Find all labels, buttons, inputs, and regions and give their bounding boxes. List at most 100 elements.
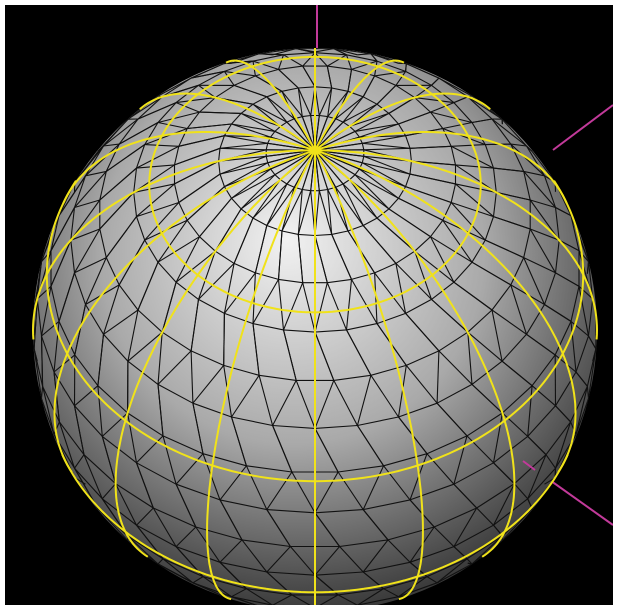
mesh-edge <box>258 375 274 426</box>
mesh-edge <box>103 333 129 362</box>
mesh-edge <box>436 350 440 404</box>
mesh-edge <box>333 48 371 55</box>
mesh-edge <box>570 286 580 322</box>
mesh-edge <box>453 524 494 548</box>
mesh-edge <box>414 97 454 104</box>
mesh-edge <box>339 539 389 548</box>
mesh-edge <box>97 334 105 386</box>
mesh-edge <box>314 428 339 473</box>
mesh-edge <box>370 374 399 418</box>
mesh-edge <box>362 135 406 144</box>
mesh-edge <box>199 236 216 252</box>
mesh-edge <box>302 52 316 67</box>
mesh-edge <box>240 174 276 210</box>
mesh-edge <box>491 309 527 335</box>
mesh-edge <box>405 63 407 72</box>
mesh-edge <box>99 167 137 201</box>
mesh-edge <box>223 263 235 314</box>
mesh-edge <box>351 68 375 77</box>
mesh-edge <box>175 483 221 501</box>
mesh-edge <box>105 143 120 172</box>
mesh-edge <box>492 168 497 193</box>
mesh-edge <box>215 250 235 264</box>
mesh-edge <box>318 190 333 235</box>
mesh-edge <box>281 189 303 232</box>
mesh-edge <box>252 103 288 123</box>
mesh-edge <box>101 483 117 500</box>
mesh-edge <box>395 250 415 264</box>
mesh-edge <box>342 183 364 226</box>
mesh-edge <box>74 405 103 437</box>
mesh-edge <box>453 462 494 485</box>
mesh-edge <box>453 261 473 283</box>
mesh-edge <box>383 453 428 467</box>
mesh-edge <box>513 483 529 500</box>
mesh-edge <box>85 145 104 177</box>
mesh-edge <box>388 208 431 238</box>
mesh-edge <box>374 75 397 86</box>
meridian-line <box>139 92 516 558</box>
mesh-edge <box>438 350 473 385</box>
mesh-edge <box>58 321 76 356</box>
mesh-edge <box>335 186 364 226</box>
mesh-edge <box>240 112 281 127</box>
mesh-edge <box>467 331 503 362</box>
mesh-edge <box>523 257 556 274</box>
mesh-edge <box>136 201 179 218</box>
mesh-edge <box>157 219 188 263</box>
mesh-edge <box>219 135 225 149</box>
meridian-line <box>62 131 577 473</box>
mesh-edge <box>356 375 372 426</box>
mesh-edge <box>337 594 358 605</box>
mesh-edge <box>555 405 572 423</box>
mesh-edge <box>314 471 339 514</box>
mesh-edge <box>252 96 268 105</box>
mesh-edge <box>103 118 139 147</box>
mesh-edge <box>259 48 297 55</box>
mesh-edge <box>359 123 399 138</box>
mesh-edge <box>578 285 594 300</box>
mesh-edge <box>442 219 473 263</box>
mesh-edge <box>414 97 431 113</box>
mesh-edge <box>175 453 204 485</box>
mesh-edge <box>218 161 221 175</box>
mesh-edge <box>70 199 101 241</box>
mesh-edge <box>361 156 365 163</box>
mesh-edge <box>186 186 225 221</box>
mesh-edge <box>327 65 352 70</box>
mesh-edge <box>192 582 232 598</box>
mesh-edge <box>40 335 55 373</box>
mesh-edge <box>187 123 232 130</box>
mesh-edge <box>395 263 407 314</box>
mesh-edge <box>467 96 493 120</box>
mesh-edge <box>174 160 219 185</box>
mesh-edge <box>354 131 360 138</box>
mesh-edge <box>338 465 384 473</box>
mesh-edge <box>176 97 216 104</box>
mesh-edge <box>526 304 545 335</box>
mesh-edge <box>471 261 512 286</box>
mesh-edge <box>575 371 588 387</box>
mesh-edge <box>178 135 225 147</box>
mesh-edge <box>197 251 216 300</box>
mesh-edge <box>161 331 192 352</box>
mesh-edge <box>198 84 216 99</box>
mesh-edge <box>266 224 283 232</box>
mesh-edge <box>570 421 577 435</box>
mesh-edge <box>266 96 295 120</box>
mesh-edge <box>283 54 303 67</box>
mesh-edge <box>175 102 200 113</box>
mesh-edge <box>362 162 406 188</box>
mesh-edge <box>333 48 347 56</box>
mesh-edge <box>471 383 503 414</box>
mesh-edge <box>337 471 364 510</box>
mesh-edge <box>99 228 107 258</box>
mesh-edge <box>431 77 440 86</box>
mesh-edge <box>370 364 407 376</box>
mesh-edge <box>430 236 455 283</box>
mesh-edge <box>331 234 353 280</box>
mesh-edge <box>118 122 159 145</box>
mesh-edge <box>272 424 316 429</box>
mesh-edge <box>510 257 525 286</box>
mesh-edge <box>409 161 412 175</box>
